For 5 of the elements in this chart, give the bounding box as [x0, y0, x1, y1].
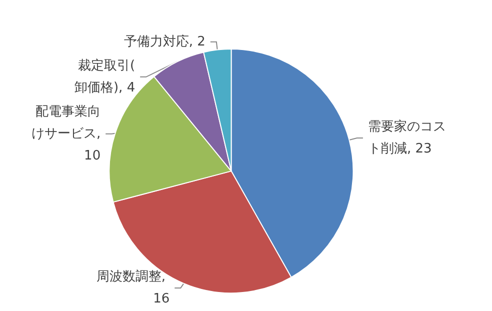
data-label: 裁定取引(卸価格), 4 [74, 58, 136, 96]
data-label: 配電事業向けサービス, 10 [31, 104, 101, 164]
data-label: 予備力対応, 2 [124, 33, 206, 50]
data-label: 周波数調整, 16 [96, 270, 170, 306]
data-label: 需要家のコスト削減, 23 [368, 118, 446, 156]
